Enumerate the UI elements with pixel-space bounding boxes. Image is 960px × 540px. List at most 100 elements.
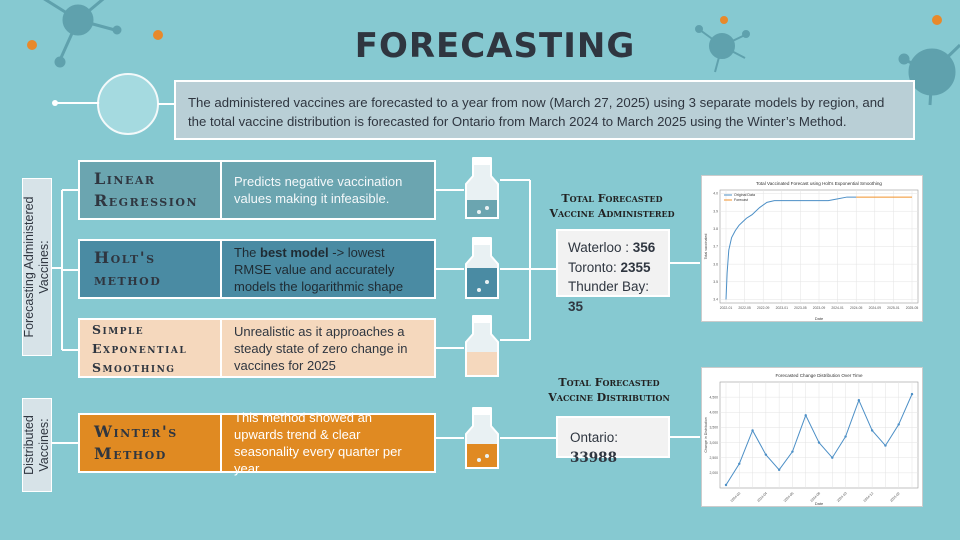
y-tick-label: 3.5 xyxy=(713,280,718,284)
orange-dot-icon xyxy=(153,30,163,40)
result-row-waterloo: Waterloo : 356 xyxy=(568,238,658,258)
x-tick-label: 2024-04 xyxy=(756,491,768,503)
winters-method-description: This method showed an upwards trend & cl… xyxy=(222,410,436,476)
x-tick-label: 2024-09 xyxy=(869,306,882,310)
data-point xyxy=(844,435,847,438)
administered-heading: Total Forecasted Vaccine Administered xyxy=(549,192,675,220)
flask-icon xyxy=(465,237,499,299)
distribution-heading: Total Forecasted Vaccine Distribution xyxy=(548,376,670,404)
side-label-distributed-text: Distributed Vaccines: xyxy=(22,415,51,475)
ses-label: Simple Exponential Smoothing xyxy=(92,321,188,375)
y-axis-label: Total vaccinated xyxy=(704,234,708,260)
virus-molecule-icon xyxy=(695,25,750,73)
x-tick-label: 2022-05 xyxy=(738,306,751,310)
chart-title: Total Vaccinated Forecast using Holt's E… xyxy=(756,181,882,186)
ses-model-box: Simple Exponential Smoothing xyxy=(78,318,222,378)
x-tick-label: 2025-01 xyxy=(887,306,900,310)
x-tick-label: 2024-06 xyxy=(783,491,795,503)
result-value: 35 xyxy=(568,298,584,314)
holts-method-description: The best model -> lowest RMSE value and … xyxy=(222,239,436,299)
distribution-label: Ontario: xyxy=(570,430,619,445)
data-point xyxy=(831,456,834,459)
x-tick-label: 2024-02 xyxy=(730,491,742,503)
series-line xyxy=(725,196,857,300)
x-tick-label: 2023-09 xyxy=(813,306,826,310)
flask-icon xyxy=(465,157,499,219)
result-value: 356 xyxy=(632,240,656,255)
page-title: FORECASTING xyxy=(354,26,636,66)
ses-description: Unrealistic as it approaches a steady st… xyxy=(222,318,436,378)
flask-connectors xyxy=(436,157,556,469)
connector-line xyxy=(670,262,700,264)
x-tick-label: 2024-08 xyxy=(809,491,821,503)
distribution-value: 33988 xyxy=(570,449,617,466)
result-row-thunder-bay: Thunder Bay: 35 xyxy=(568,277,658,316)
virus-molecule-icon xyxy=(898,43,960,106)
y-tick-label: 3,500 xyxy=(710,426,719,430)
holts-method-model-box: Holt's method xyxy=(78,239,222,299)
linear-regression-model-box: Linear Regression xyxy=(78,160,222,220)
y-tick-label: 2,000 xyxy=(710,471,719,475)
x-tick-label: 2022-09 xyxy=(757,306,770,310)
x-tick-label: 2023-05 xyxy=(794,306,807,310)
y-tick-label: 3.7 xyxy=(713,245,718,249)
x-axis-label: Date xyxy=(815,316,824,321)
data-point xyxy=(910,392,914,396)
orange-dot-icon xyxy=(720,16,728,24)
distribution-results-box: Ontario: 33988 xyxy=(556,416,670,466)
y-tick-label: 3.8 xyxy=(713,227,718,231)
data-point xyxy=(751,429,754,432)
x-tick-label: 2024-01 xyxy=(831,306,844,310)
result-label: Thunder Bay: xyxy=(568,279,650,294)
data-point xyxy=(724,483,728,487)
y-tick-label: 3.4 xyxy=(713,298,718,302)
data-point xyxy=(884,444,887,447)
winters-method-model-box: Winter's Method xyxy=(78,413,222,473)
connector-line xyxy=(670,436,700,438)
x-tick-label: 2023-01 xyxy=(776,306,789,310)
virus-molecule-icon xyxy=(43,0,122,68)
data-point xyxy=(804,414,807,417)
x-tick-label: 2024-12 xyxy=(863,491,875,503)
holts-forecast-chart: Total Vaccinated Forecast using Holt's E… xyxy=(701,175,923,322)
y-tick-label: 3.6 xyxy=(713,262,718,266)
side-label-administered-text: Forecasting Administered Vaccines: xyxy=(22,196,51,338)
data-point xyxy=(738,462,741,465)
data-point xyxy=(764,453,768,456)
x-tick-label: 2024-10 xyxy=(836,491,848,503)
side-label-administered: Forecasting Administered Vaccines: xyxy=(22,178,52,356)
linear-regression-description-text: Predicts negative vaccination values mak… xyxy=(234,174,403,206)
holts-desc-pre: The xyxy=(234,244,261,260)
data-point xyxy=(777,468,781,472)
x-axis-label: Date xyxy=(815,501,824,506)
x-tick-label: 2025-05 xyxy=(906,306,919,310)
linear-regression-description: Predicts negative vaccination values mak… xyxy=(222,160,436,220)
linear-regression-label: Linear Regression xyxy=(94,169,199,210)
result-label: Toronto: xyxy=(568,259,621,275)
flask-icon xyxy=(465,315,499,377)
holts-method-description-text: The best model -> lowest RMSE value and … xyxy=(234,244,422,295)
bubble-icon xyxy=(52,73,176,135)
administered-results-box: Waterloo : 356 Toronto: 2355 Thunder Bay… xyxy=(556,229,670,314)
intro-text-box: The administered vaccines are forecasted… xyxy=(174,80,915,140)
y-tick-label: 3.9 xyxy=(713,209,718,213)
bracket-lines xyxy=(52,189,80,444)
holts-desc-post: -> lowest RMSE value and accurately mode… xyxy=(234,244,404,294)
y-tick-label: 4.0 xyxy=(713,192,718,196)
holts-desc-bold: best model xyxy=(260,244,329,260)
orange-dot-icon xyxy=(27,40,37,50)
y-tick-label: 2,500 xyxy=(710,456,719,460)
data-point xyxy=(791,450,794,453)
winters-method-description-text: This method showed an upwards trend & cl… xyxy=(234,410,402,476)
result-label: Waterloo : xyxy=(568,240,633,255)
result-value: 2355 xyxy=(620,259,651,275)
data-point xyxy=(817,441,821,444)
orange-dot-icon xyxy=(932,15,942,25)
x-tick-label: 2025-02 xyxy=(889,491,901,503)
legend-label: Original Data xyxy=(734,193,755,197)
side-label-distributed: Distributed Vaccines: xyxy=(22,398,52,492)
result-row-toronto: Toronto: 2355 xyxy=(568,258,658,278)
chart-title: Forecasted Change Distribution Over Time xyxy=(775,373,863,378)
data-point xyxy=(870,429,874,432)
